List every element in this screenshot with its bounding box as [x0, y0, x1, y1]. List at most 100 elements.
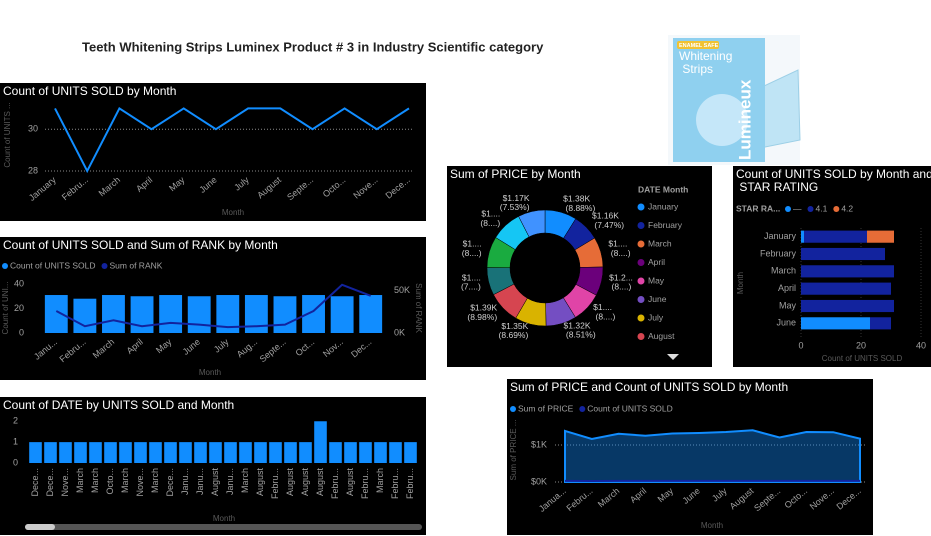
bar [104, 442, 117, 463]
bar [194, 442, 207, 463]
bar [89, 442, 102, 463]
x-tick-label: 0 [798, 340, 803, 350]
legend-label: Count of UNITS SOLD [587, 403, 673, 413]
legend-marker [637, 277, 645, 285]
bar [59, 442, 72, 463]
bar [330, 296, 354, 333]
legend-label: June [648, 294, 667, 304]
data-label: $1.32K (8.51%) [564, 321, 596, 340]
line [55, 283, 372, 329]
scrollbar-track[interactable] [25, 524, 422, 530]
x-tick-label: Octo... [105, 468, 115, 495]
chart-title: Count of UNITS SOLD and Sum of RANK by M… [3, 238, 278, 252]
chart-title: Count of UNITS SOLD by Month and STAR RA… [736, 167, 931, 194]
x-tick-label: March [240, 468, 250, 493]
legend-marker [637, 296, 645, 303]
bar [314, 421, 327, 463]
bar [269, 442, 282, 463]
x-tick-label: August [285, 468, 295, 497]
bar [299, 442, 312, 463]
bar [389, 442, 402, 463]
x-tick-label: Nove... [135, 468, 145, 497]
y-tick-label: 0 [19, 327, 24, 337]
bar [867, 230, 894, 243]
x-tick-label: August [255, 468, 265, 497]
bar [44, 442, 57, 463]
y-axis-title: Count of UNITS ... [3, 102, 12, 167]
bar [359, 295, 383, 333]
y-tick-label: 40 [14, 278, 24, 288]
bar [29, 442, 42, 463]
x-tick-label: August [300, 468, 310, 497]
bar [209, 442, 222, 463]
bar [244, 295, 268, 333]
y-tick-label: 50K [394, 285, 410, 295]
chart-title: Sum of PRICE and Count of UNITS SOLD by … [510, 380, 788, 394]
line [54, 106, 410, 174]
x-tick-label: Janu... [180, 468, 190, 495]
bar [164, 442, 177, 463]
x-tick-label: Janu... [225, 468, 235, 495]
data-label: $1.... (8....) [608, 239, 630, 258]
x-tick-label: Febru... [360, 468, 370, 499]
y-tick-label: 28 [28, 165, 38, 175]
x-tick-label: August [210, 468, 220, 497]
bar [273, 296, 297, 333]
panel [0, 397, 426, 535]
y-tick-label: April [778, 283, 796, 293]
x-tick-label: March [75, 468, 85, 493]
panel [507, 379, 873, 535]
legend-label: February [648, 220, 683, 230]
bar [187, 296, 211, 333]
bar [119, 442, 132, 463]
y-tick-label: 1 [13, 437, 18, 447]
legend-scroll[interactable] [667, 354, 679, 360]
panel [0, 83, 426, 221]
bar [801, 247, 885, 261]
x-axis-title: Month [213, 514, 235, 523]
scrollbar-thumb[interactable] [25, 524, 55, 530]
bar [159, 295, 183, 333]
x-tick-label: March [90, 468, 100, 493]
product-name: Whitening Strips [679, 49, 732, 76]
x-tick-label: Febru... [330, 468, 340, 499]
chart: Sum of PRICE by Month $1.38K (8.88%)$1.16… [447, 166, 712, 367]
y-axis-title: Sum of PRICE ... [509, 420, 518, 481]
bar [239, 442, 252, 463]
y-tick-label: $0K [531, 476, 547, 486]
donut-slice [518, 209, 546, 238]
legend-marker [807, 206, 814, 212]
chart: Count of DATE by UNITS SOLD and Month Mon… [0, 397, 426, 535]
bar [801, 282, 891, 295]
y-tick-label: June [776, 318, 796, 328]
x-tick-label: March [375, 468, 385, 493]
bar [134, 442, 147, 463]
data-label: $1.17K (7.53%) [497, 193, 529, 212]
legend-marker [637, 333, 645, 340]
bar [344, 442, 357, 463]
data-label: $1.16K (7.47%) [592, 211, 624, 230]
legend-marker [637, 314, 645, 322]
legend-marker [833, 206, 840, 212]
x-tick-label: Nove... [60, 468, 70, 497]
x-tick-label: Dece... [45, 468, 55, 497]
legend-label: — [793, 203, 802, 213]
legend-label: Sum of PRICE [518, 403, 574, 413]
x-tick-label: March [120, 468, 130, 493]
x-tick-label: March [150, 468, 160, 493]
data-label: $1.... (8....) [593, 302, 615, 321]
bar [801, 265, 894, 278]
legend-marker [637, 203, 645, 211]
bar [804, 230, 867, 243]
chart-title: Count of UNITS SOLD by Month [3, 84, 176, 98]
x-axis-title: Month [701, 521, 723, 530]
legend-title: STAR RA... [736, 203, 780, 213]
data-label: $1.35K (8.69%) [496, 321, 528, 340]
x-axis-title: Month [222, 208, 244, 217]
bar [801, 299, 894, 313]
data-label: $1.39K (8.98%) [465, 303, 497, 322]
legend-label: May [648, 275, 665, 285]
brand: Lumineux [735, 79, 754, 160]
